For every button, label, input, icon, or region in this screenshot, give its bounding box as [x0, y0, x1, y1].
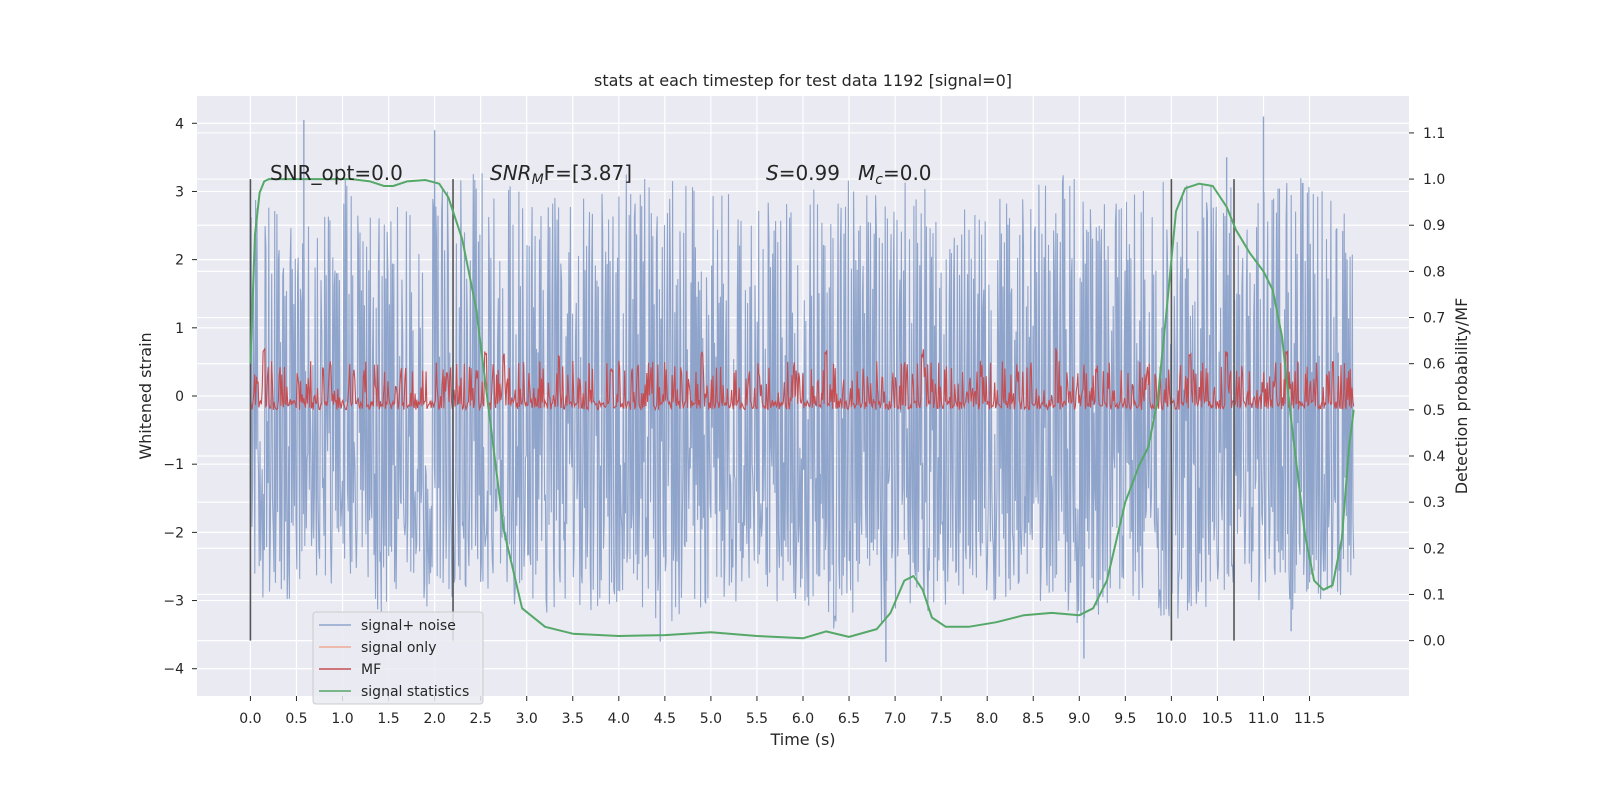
y-right-tick-label-9: 0.2	[1423, 541, 1445, 557]
annotation-snr-mf-tail: F=[3.87]	[544, 161, 632, 185]
y-tick-labels: 4 3 2 1 0 −1 −2 −3 −4	[163, 116, 197, 678]
annotation-mc-tail: =0.0	[883, 161, 932, 185]
annotation-snr-mf-sub: M	[532, 172, 544, 188]
annotation-s-tail: =0.99	[779, 161, 840, 185]
y-right-tick-label-2: 0.9	[1423, 218, 1445, 234]
x-tick-label-13: 6.5	[838, 711, 860, 727]
x-tick-label-14: 7.0	[884, 711, 906, 727]
annotation-s: S=0.99	[766, 161, 840, 185]
legend-label-mf: MF	[361, 662, 381, 678]
x-tick-label-22: 11.0	[1248, 711, 1279, 727]
y-axis-label: Whitened strain	[136, 332, 155, 459]
x-tick-label-0: 0.0	[239, 711, 261, 727]
y-right-tick-label-3: 0.8	[1423, 264, 1445, 280]
vertical-markers	[249, 179, 1235, 641]
x-tick-label-17: 8.5	[1022, 711, 1044, 727]
x-tick-label-10: 5.0	[700, 711, 722, 727]
y-right-tick-label-4: 0.7	[1423, 311, 1445, 327]
y-right-tick-label-6: 0.5	[1423, 403, 1445, 419]
x-tick-labels: 0.0 0.5 1.0 1.5 2.0 2.5 3.0 3.5 4.0 4.5 5.0 5.5 6.0 6…	[239, 696, 1325, 727]
series-signal-statistics	[249, 178, 1355, 640]
signal-noise-line	[249, 173, 1355, 629]
y-right-tick-label-11: 0.0	[1423, 634, 1445, 650]
signal-statistics-line	[249, 178, 1355, 640]
annotation-mc-sub: c	[875, 172, 883, 188]
x-tick-label-2: 1.0	[331, 711, 353, 727]
y-tick-label-3: 1	[175, 321, 184, 337]
x-tick-label-6: 3.0	[516, 711, 538, 727]
x-tick-label-5: 2.5	[470, 711, 492, 727]
legend-label-signal-only: signal only	[361, 640, 436, 656]
y-tick-label-8: −4	[163, 662, 184, 678]
y-right-axis-label: Detection probability/MF	[1452, 298, 1471, 495]
x-tick-label-1: 0.5	[285, 711, 307, 727]
y-right-tick-label-7: 0.4	[1423, 449, 1445, 465]
x-tick-label-16: 8.0	[976, 711, 998, 727]
x-tick-label-18: 9.0	[1068, 711, 1090, 727]
x-axis-label: Time (s)	[769, 730, 835, 749]
annotation-mc-main: M	[858, 161, 875, 185]
y-tick-label-7: −3	[163, 594, 184, 610]
y-tick-label-2: 2	[175, 253, 184, 269]
x-tick-label-8: 4.0	[608, 711, 630, 727]
legend-box	[312, 611, 484, 705]
x-tick-label-7: 3.5	[562, 711, 584, 727]
x-tick-label-9: 4.5	[654, 711, 676, 727]
legend-label-signal-statistics: signal statistics	[361, 684, 469, 700]
x-tick-label-20: 10.0	[1156, 711, 1187, 727]
annotation-snr-mf-main: SNR	[490, 161, 532, 185]
y-right-tick-label-5: 0.6	[1423, 357, 1445, 373]
x-tick-label-4: 2.0	[423, 711, 445, 727]
series-mf	[249, 347, 1355, 412]
annotation-snr-opt: SNR_opt=0.0	[270, 161, 403, 185]
annotation-s-main: S	[766, 161, 779, 185]
legend: signal+ noise signal only MF signal stat…	[312, 611, 484, 705]
y-right-tick-label-10: 0.1	[1423, 587, 1445, 603]
y-right-tick-labels: 1.1 1.0 0.9 0.8 0.7 0.6 0.5 0.4 0.3 0.2 0.1 0.0	[1409, 126, 1445, 650]
y-tick-label-6: −2	[163, 525, 184, 541]
annotation-snr-mf: SNRMF=[3.87]	[490, 161, 632, 188]
chart-title: stats at each timestep for test data 119…	[594, 71, 1012, 90]
mf-line	[249, 347, 1355, 412]
x-tick-label-15: 7.5	[930, 711, 952, 727]
y-right-tick-label-1: 1.0	[1423, 172, 1445, 188]
x-tick-label-12: 6.0	[792, 711, 814, 727]
x-tick-label-21: 10.5	[1202, 711, 1233, 727]
y-right-tick-label-0: 1.1	[1423, 126, 1445, 142]
x-tick-label-11: 5.5	[746, 711, 768, 727]
y-right-tick-label-8: 0.3	[1423, 495, 1445, 511]
x-tick-label-3: 1.5	[377, 711, 399, 727]
y-tick-label-4: 0	[175, 389, 184, 405]
y-tick-label-5: −1	[163, 457, 184, 473]
y-tick-label-0: 4	[175, 116, 184, 132]
x-tick-label-19: 9.5	[1114, 711, 1136, 727]
y-tick-label-1: 3	[175, 184, 184, 200]
annotation-mc: Mc=0.0	[858, 161, 932, 188]
legend-label-signal-noise: signal+ noise	[361, 618, 456, 634]
x-tick-label-23: 11.5	[1294, 711, 1325, 727]
